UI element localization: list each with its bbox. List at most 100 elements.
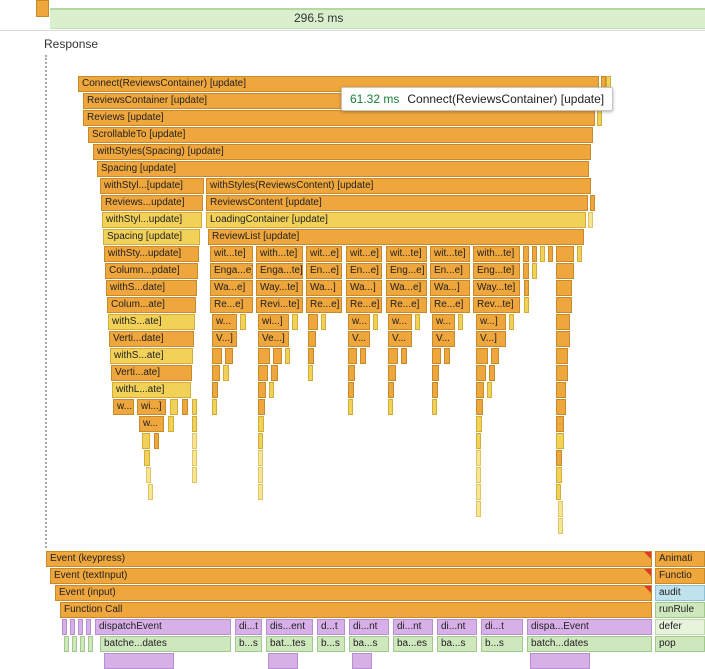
flame-bar-fragment[interactable]	[144, 450, 150, 466]
flame-bar-fragment[interactable]	[458, 314, 463, 330]
flame-bar-ba-s[interactable]: ba...s	[437, 636, 477, 652]
flame-bar-spacing-update[interactable]: Spacing [update]	[103, 229, 200, 245]
flame-bar-fragment[interactable]	[70, 619, 75, 635]
flame-bar-en-e[interactable]: En...e]	[346, 263, 382, 279]
flame-bar-re-e[interactable]: Re...e]	[430, 297, 470, 313]
flame-bar-dis-ent[interactable]: dis...ent	[266, 619, 313, 635]
flame-bar-re-e[interactable]: Re...e]	[346, 297, 382, 313]
flame-bar-fragment[interactable]	[556, 365, 568, 381]
flame-bar-b-s[interactable]: b...s	[481, 636, 523, 652]
flame-bar-v[interactable]: V...]	[212, 331, 237, 347]
flame-bar-fragment[interactable]	[308, 365, 313, 381]
flame-bar-di-t[interactable]: di...t	[235, 619, 262, 635]
flame-bar-animati[interactable]: Animati	[655, 551, 705, 567]
flame-bar-event-textinput[interactable]: Event (textInput)	[50, 568, 652, 584]
flame-bar-fragment[interactable]	[86, 619, 91, 635]
flame-bar-fragment[interactable]	[577, 246, 582, 262]
flame-bar-fragment[interactable]	[556, 382, 566, 398]
flame-bar-fragment[interactable]	[556, 416, 564, 432]
flame-bar-fragment[interactable]	[192, 433, 197, 449]
flame-bar-wit-te[interactable]: wit...te]	[210, 246, 253, 262]
flame-bar-eng-e[interactable]: Eng...e]	[386, 263, 427, 279]
flame-bar-fragment[interactable]	[308, 331, 316, 347]
flame-bar-fragment[interactable]	[348, 382, 354, 398]
flame-bar-d-t[interactable]: d...t	[317, 619, 345, 635]
flame-bar-fragment[interactable]	[212, 365, 220, 381]
flame-bar-v[interactable]: V...	[388, 331, 412, 347]
flame-bar-verti-date[interactable]: Verti...date]	[109, 331, 194, 347]
flame-bar-audit[interactable]: audit	[655, 585, 705, 601]
flame-bar-fragment[interactable]	[192, 416, 197, 432]
flame-bar-eng-te[interactable]: Eng...te]	[473, 263, 520, 279]
flame-bar-fragment[interactable]	[388, 365, 396, 381]
flame-bar-fragment[interactable]	[556, 450, 562, 466]
flame-bar-fragment[interactable]	[523, 246, 529, 262]
flame-bar-di-nt[interactable]: di...nt	[349, 619, 389, 635]
flame-bar-wa[interactable]: Wa...]	[346, 280, 382, 296]
flame-bar-re-e[interactable]: Re...e]	[386, 297, 427, 313]
flame-bar-fragment[interactable]	[556, 263, 574, 279]
flame-bar-fragment[interactable]	[556, 280, 572, 296]
flame-bar-with-te[interactable]: with...te]	[473, 246, 520, 262]
flame-bar-di-nt[interactable]: di...nt	[393, 619, 433, 635]
flame-bar-w[interactable]: w...	[432, 314, 455, 330]
flame-bar-dispa-event[interactable]: dispa...Event	[527, 619, 652, 635]
flame-bar-with-te[interactable]: with...te]	[256, 246, 303, 262]
flame-bar-batch-dates[interactable]: batch...dates	[527, 636, 652, 652]
flame-bar-fragment[interactable]	[556, 331, 570, 347]
flame-bar-v[interactable]: V...	[432, 331, 455, 347]
flame-bar-fragment[interactable]	[491, 348, 499, 364]
flame-bar-withstyl-update[interactable]: withStyl...update]	[102, 212, 202, 228]
flame-bar-fragment[interactable]	[476, 450, 481, 466]
flame-bar-w[interactable]: w...	[388, 314, 412, 330]
flame-bar-event-keypress[interactable]: Event (keypress)	[46, 551, 652, 567]
flame-bar-fragment[interactable]	[476, 484, 481, 500]
flame-bar-enga-te[interactable]: Enga...te]	[256, 263, 303, 279]
flame-bar-fragment[interactable]	[80, 636, 85, 652]
flame-bar-fragment[interactable]	[258, 365, 268, 381]
flame-bar-fragment[interactable]	[373, 314, 378, 330]
flame-bar-column-pdate[interactable]: Column...pdate]	[105, 263, 198, 279]
flame-bar-enga-e[interactable]: Enga...e]	[210, 263, 253, 279]
flame-bar-colum-ate[interactable]: Colum...ate]	[107, 297, 196, 313]
flame-bar-b-s[interactable]: b...s	[235, 636, 262, 652]
flame-bar-reviewlist-update[interactable]: ReviewList [update]	[208, 229, 584, 245]
flame-bar-function-call[interactable]: Function Call	[60, 602, 652, 618]
flame-bar-fragment[interactable]	[88, 636, 93, 652]
flame-bar-fragment[interactable]	[212, 382, 218, 398]
flame-bar-fragment[interactable]	[476, 348, 488, 364]
flame-bar-fragment[interactable]	[170, 399, 178, 415]
flame-bar-en-e[interactable]: En...e]	[306, 263, 342, 279]
flame-bar-withstyl-update[interactable]: withStyl...[update]	[100, 178, 204, 194]
flame-bar-wa[interactable]: Wa...]	[430, 280, 470, 296]
flame-bar-fragment[interactable]	[444, 348, 450, 364]
flame-bar-fragment[interactable]	[476, 365, 486, 381]
flame-bar-functio[interactable]: Functio	[655, 568, 705, 584]
flame-bar-fragment[interactable]	[223, 365, 229, 381]
flame-bar-dispatchevent[interactable]: dispatchEvent	[95, 619, 231, 635]
flame-bar-fragment[interactable]	[308, 348, 314, 364]
flame-bar-fragment[interactable]	[476, 501, 481, 517]
flame-bar-fragment[interactable]	[590, 195, 595, 211]
flame-bar-wit-e[interactable]: wit...e]	[306, 246, 342, 262]
flame-bar-fragment[interactable]	[192, 467, 197, 483]
flame-bar-fragment[interactable]	[524, 297, 529, 313]
flame-bar-di-t[interactable]: di...t	[481, 619, 523, 635]
flame-bar-fragment[interactable]	[548, 246, 553, 262]
flame-bar-fragment[interactable]	[72, 636, 77, 652]
flame-bar-fragment[interactable]	[532, 263, 537, 279]
flame-bar-defer[interactable]: defer	[655, 619, 705, 635]
flame-bar-w[interactable]: w...]	[476, 314, 506, 330]
flame-bar-wi[interactable]: wi...]	[137, 399, 166, 415]
flame-bar-fragment[interactable]	[360, 348, 366, 364]
flame-bar-fragment[interactable]	[269, 382, 274, 398]
flame-bar-fragment[interactable]	[78, 619, 83, 635]
flame-bar-fragment[interactable]	[348, 348, 357, 364]
flame-bar-fragment[interactable]	[556, 297, 572, 313]
flame-bar-fragment[interactable]	[476, 416, 482, 432]
flame-bar-fragment[interactable]	[588, 212, 593, 228]
flame-bar-fragment[interactable]	[489, 365, 495, 381]
flame-bar-fragment[interactable]	[154, 433, 159, 449]
flame-bar-fragment[interactable]	[487, 382, 492, 398]
flame-bar-reviews-update[interactable]: Reviews...update]	[101, 195, 203, 211]
